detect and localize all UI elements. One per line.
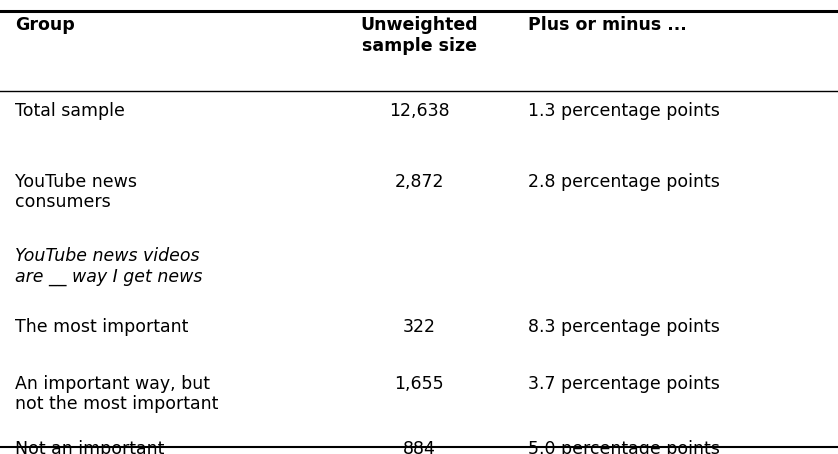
Text: Total sample: Total sample xyxy=(15,102,125,120)
Text: 8.3 percentage points: 8.3 percentage points xyxy=(528,318,720,336)
Text: 5.0 percentage points: 5.0 percentage points xyxy=(528,440,720,454)
Text: Plus or minus ...: Plus or minus ... xyxy=(528,16,686,34)
Text: 3.7 percentage points: 3.7 percentage points xyxy=(528,375,720,393)
Text: YouTube news
consumers: YouTube news consumers xyxy=(15,173,137,211)
Text: An important way, but
not the most important: An important way, but not the most impor… xyxy=(15,375,219,413)
Text: YouTube news videos
are __ way I get news: YouTube news videos are __ way I get new… xyxy=(15,247,203,286)
Text: 2.8 percentage points: 2.8 percentage points xyxy=(528,173,720,191)
Text: Unweighted
sample size: Unweighted sample size xyxy=(360,16,478,54)
Text: 1.3 percentage points: 1.3 percentage points xyxy=(528,102,720,120)
Text: Group: Group xyxy=(15,16,75,34)
Text: 884: 884 xyxy=(402,440,436,454)
Text: Not an important: Not an important xyxy=(15,440,164,454)
Text: 322: 322 xyxy=(402,318,436,336)
Text: 2,872: 2,872 xyxy=(394,173,444,191)
Text: 12,638: 12,638 xyxy=(389,102,449,120)
Text: 1,655: 1,655 xyxy=(394,375,444,393)
Text: The most important: The most important xyxy=(15,318,189,336)
